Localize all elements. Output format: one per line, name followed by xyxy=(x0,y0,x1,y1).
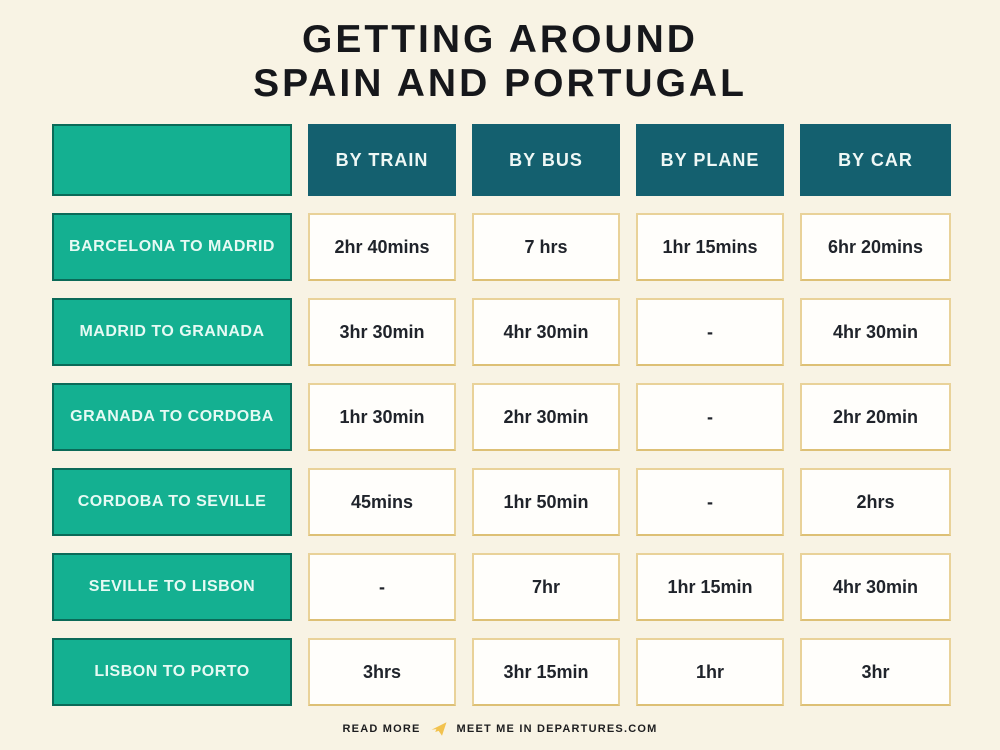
table-cell: 4hr 30min xyxy=(800,298,951,366)
table-cell: - xyxy=(636,383,784,451)
row-label-granada-to-cordoba: GRANADA TO CORDOBA xyxy=(52,383,292,451)
table-cell: 2hr 40mins xyxy=(308,213,456,281)
table-cell: - xyxy=(636,468,784,536)
table-cell: 7 hrs xyxy=(472,213,620,281)
row-label-lisbon-to-porto: LISBON TO PORTO xyxy=(52,638,292,706)
table-cell: 3hr xyxy=(800,638,951,706)
table-cell: 7hr xyxy=(472,553,620,621)
column-header-by-car: BY CAR xyxy=(800,124,951,196)
page-title: GETTING AROUND SPAIN AND PORTUGAL xyxy=(0,18,1000,105)
row-label-madrid-to-granada: MADRID TO GRANADA xyxy=(52,298,292,366)
footer-site-label: MEET ME IN DEPARTURES.COM xyxy=(456,723,658,735)
table-cell: 4hr 30min xyxy=(472,298,620,366)
table-cell: 3hr 15min xyxy=(472,638,620,706)
row-label-barcelona-to-madrid: BARCELONA TO MADRID xyxy=(52,213,292,281)
column-header-by-train: BY TRAIN xyxy=(308,124,456,196)
table-cell: 1hr 15mins xyxy=(636,213,784,281)
column-header-by-plane: BY PLANE xyxy=(636,124,784,196)
table-cell: 2hrs xyxy=(800,468,951,536)
page-title-line1: GETTING AROUND xyxy=(302,18,698,61)
row-label-seville-to-lisbon: SEVILLE TO LISBON xyxy=(52,553,292,621)
column-header-by-bus: BY BUS xyxy=(472,124,620,196)
table-cell: 1hr 50min xyxy=(472,468,620,536)
footer: READ MORE MEET ME IN DEPARTURES.COM xyxy=(0,720,1000,738)
travel-times-table: BY TRAIN BY BUS BY PLANE BY CAR BARCELON… xyxy=(52,124,951,706)
table-corner-cell xyxy=(52,124,292,196)
table-cell: 3hr 30min xyxy=(308,298,456,366)
table-cell: 2hr 20min xyxy=(800,383,951,451)
table-cell: 2hr 30min xyxy=(472,383,620,451)
table-cell: 45mins xyxy=(308,468,456,536)
row-label-cordoba-to-seville: CORDOBA TO SEVILLE xyxy=(52,468,292,536)
table-cell: 1hr 30min xyxy=(308,383,456,451)
table-cell: - xyxy=(308,553,456,621)
page-title-line2: SPAIN AND PORTUGAL xyxy=(253,61,747,105)
table-cell: 1hr xyxy=(636,638,784,706)
table-cell: 3hrs xyxy=(308,638,456,706)
table-cell: - xyxy=(636,298,784,366)
table-cell: 4hr 30min xyxy=(800,553,951,621)
paper-plane-icon xyxy=(430,720,448,738)
table-cell: 6hr 20mins xyxy=(800,213,951,281)
table-cell: 1hr 15min xyxy=(636,553,784,621)
footer-read-more-label: READ MORE xyxy=(342,723,421,735)
